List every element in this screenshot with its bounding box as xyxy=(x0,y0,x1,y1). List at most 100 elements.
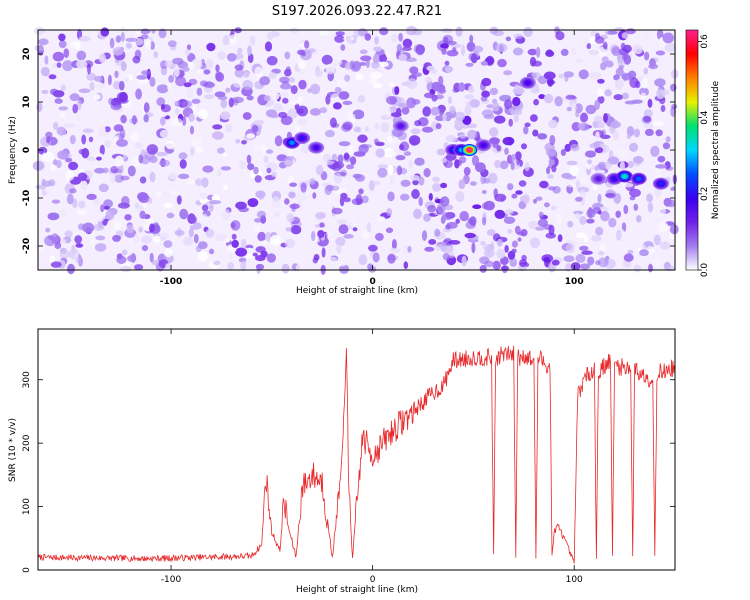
spectrogram-cell xyxy=(520,229,528,237)
spectrogram-cell xyxy=(368,265,377,273)
spectrogram-cell xyxy=(188,227,194,238)
spectrogram-cell xyxy=(188,113,195,122)
spectrogram-cell xyxy=(197,109,209,120)
spectrogram-cell xyxy=(604,89,612,97)
spectrogram-cell xyxy=(580,112,588,123)
spectrogram-cell xyxy=(241,152,248,158)
spectrogram-cell xyxy=(621,32,630,39)
spectrogram-cell xyxy=(482,216,487,226)
spectrogram-cell xyxy=(324,129,335,138)
spectrogram-cell xyxy=(586,43,591,50)
spectrogram-cell xyxy=(537,218,549,227)
spectrogram-cell xyxy=(38,38,49,46)
spectrogram-cell xyxy=(337,261,347,267)
spectrogram-cell xyxy=(458,82,466,92)
spectrogram-cell xyxy=(330,58,343,67)
spectrogram-cell xyxy=(594,115,603,124)
spectrogram-cell xyxy=(288,76,295,83)
spectrogram-cell xyxy=(255,263,265,270)
spectrogram-cell xyxy=(445,224,451,230)
spectrogram-cell xyxy=(604,30,609,36)
spectrogram-cell xyxy=(565,94,576,100)
spectrogram-cell xyxy=(547,174,554,179)
spectrogram-cell xyxy=(59,112,66,118)
spectrogram-cell xyxy=(156,97,166,107)
spectrogram-cell xyxy=(109,173,116,183)
spectrogram-cell xyxy=(190,215,197,224)
spectrogram-cell xyxy=(103,205,110,210)
spectrogram-cell xyxy=(605,60,614,68)
spectrogram-cell xyxy=(138,226,143,233)
spectrogram-cell xyxy=(472,45,484,53)
spectrogram-cell xyxy=(82,222,95,233)
spectrogram-cell xyxy=(198,192,208,200)
spectrogram-cell xyxy=(575,110,580,118)
spectrogram-cell xyxy=(336,244,342,254)
spectrogram-cell xyxy=(564,143,571,152)
spectrogram-cell xyxy=(213,260,221,266)
spectrogram-cell xyxy=(69,188,77,194)
spectrogram-cell xyxy=(229,34,237,44)
spectrogram-cell xyxy=(117,202,130,209)
spectrogram-cell xyxy=(266,253,276,263)
spectrogram-cell xyxy=(410,128,421,135)
spectrogram-cell xyxy=(470,53,478,64)
spectrogram-cell xyxy=(385,227,394,234)
spectrogram-cell xyxy=(87,63,91,75)
spectrogram-cell xyxy=(554,96,563,107)
spectrogram-cell xyxy=(535,46,541,58)
spectrogram-cell xyxy=(518,180,527,187)
spectrogram-cell xyxy=(622,183,634,188)
spectrogram-cell xyxy=(617,149,628,157)
spectrogram-cell xyxy=(543,93,554,104)
spectrogram-cell xyxy=(242,79,254,91)
spectrogram-cell xyxy=(309,108,322,116)
spectrogram-cell xyxy=(143,223,151,232)
colorbar-tick-label: 0.6 xyxy=(700,34,710,49)
spectrogram-cell xyxy=(182,100,192,108)
spectrogram-cell xyxy=(290,225,302,235)
snr-background xyxy=(38,329,675,570)
spectrogram-cell xyxy=(127,255,137,262)
spectrogram-cell xyxy=(93,223,105,231)
spectrogram-cell xyxy=(289,182,297,187)
spectrogram-cell xyxy=(359,61,367,66)
spectrogram-cell xyxy=(577,122,586,130)
spectrogram-cell xyxy=(98,125,106,135)
spectrogram-cell xyxy=(78,256,83,267)
spectrogram-cell xyxy=(527,48,538,56)
spectrogram-cell xyxy=(507,183,514,191)
spectrogram-cell xyxy=(512,96,521,107)
spectrogram-cell xyxy=(289,203,300,209)
spectrogram-cell xyxy=(192,105,197,116)
spectrogram-cell xyxy=(510,160,515,171)
spectrogram-cell xyxy=(295,126,301,131)
spectrogram-cell xyxy=(411,189,420,199)
spectrogram-cell xyxy=(591,235,602,242)
spectrogram-cell xyxy=(660,207,666,215)
spectrogram-cell xyxy=(463,166,471,176)
spectrogram-cell xyxy=(368,78,378,84)
spectrogram-cell xyxy=(76,59,88,69)
spectrogram-cell xyxy=(352,109,365,120)
spectrogram-cell xyxy=(398,53,408,62)
spectrogram-cell xyxy=(566,160,578,166)
spectrogram-cell xyxy=(643,109,653,118)
spectrogram-cell xyxy=(459,134,467,139)
spectrogram-cell xyxy=(62,60,73,72)
spectrogram-cell xyxy=(623,204,629,215)
spectrogram-cell xyxy=(44,55,49,65)
spectrogram-cell xyxy=(125,54,131,62)
spectrogram-cell xyxy=(494,209,506,219)
spectrogram-cell xyxy=(232,80,245,88)
spectrogram-cell xyxy=(149,171,156,183)
spectrogram-cell xyxy=(398,32,403,42)
spectrogram-cell xyxy=(489,127,499,138)
spectrogram-cell xyxy=(359,43,366,48)
spectrogram-cell xyxy=(220,111,231,120)
spectrogram-cell xyxy=(296,108,304,114)
spectrogram-cell xyxy=(545,148,557,157)
spectrogram-cell xyxy=(603,113,608,123)
spectrogram-cell xyxy=(365,58,370,68)
spectrogram-cell xyxy=(109,37,115,49)
